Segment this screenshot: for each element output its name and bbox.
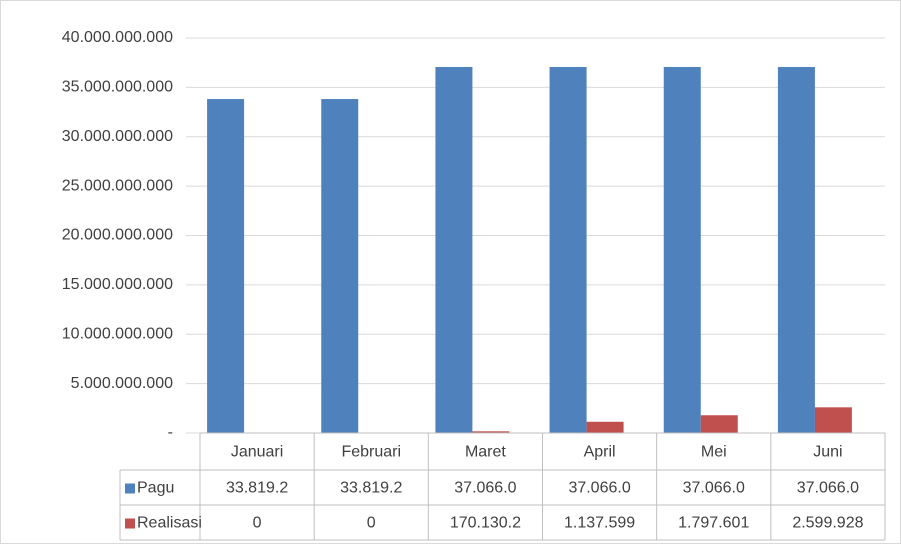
x-tick-label: Januari [231,444,283,461]
table-value: 37.066.0 [683,480,745,497]
bar [700,415,738,433]
bar [663,66,701,433]
y-tick-label: 20.000.000.000 [62,227,173,244]
legend-label: Pagu [137,480,174,497]
y-tick-label: 30.000.000.000 [62,128,173,145]
bar [321,99,359,433]
bar [586,421,624,433]
bar [777,66,815,433]
y-tick-label: 15.000.000.000 [62,276,173,293]
table-value: 37.066.0 [568,480,630,497]
x-tick-label: Mei [701,444,727,461]
y-tick-label: - [168,424,173,441]
table-value: 1.797.601 [678,515,749,532]
table-value: 0 [253,515,262,532]
y-tick-label: 35.000.000.000 [62,79,173,96]
table-value: 170.130.2 [450,515,521,532]
bar [207,99,245,433]
table-value: 33.819.2 [226,480,288,497]
bar [549,66,587,433]
legend-key [125,518,135,529]
bar [814,407,852,433]
table-value: 37.066.0 [454,480,516,497]
table-value: 2.599.928 [792,515,863,532]
x-tick-label: Maret [465,444,506,461]
legend-key [125,483,135,494]
x-tick-label: April [584,444,616,461]
x-tick-label: Februari [341,444,401,461]
bar [472,431,510,433]
x-tick-label: Juni [813,444,842,461]
table-value: 0 [367,515,376,532]
y-tick-label: 25.000.000.000 [62,177,173,194]
table-value: 37.066.0 [797,480,859,497]
bar [435,66,473,433]
y-tick-label: 10.000.000.000 [62,325,173,342]
legend-label: Realisasi [137,515,202,532]
table-value: 1.137.599 [564,515,635,532]
y-tick-label: 40.000.000.000 [62,29,173,46]
y-tick-label: 5.000.000.000 [71,375,173,392]
table-value: 33.819.2 [340,480,402,497]
